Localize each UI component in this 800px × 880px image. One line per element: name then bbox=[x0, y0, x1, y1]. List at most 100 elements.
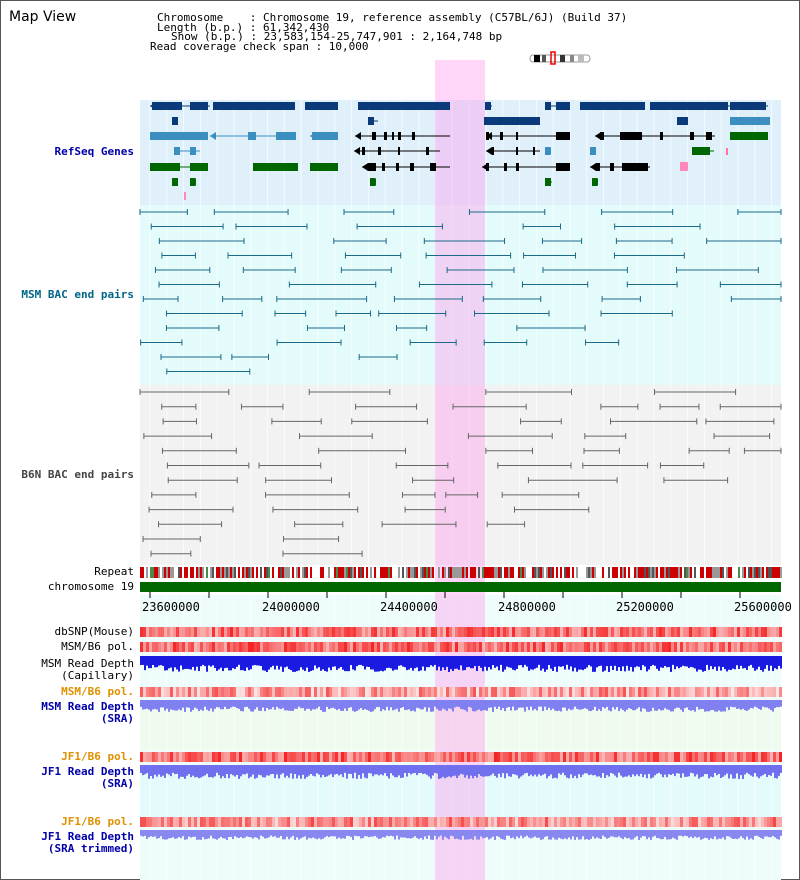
heat-cell bbox=[185, 817, 188, 827]
heat-cell bbox=[722, 627, 725, 637]
depth-bar bbox=[172, 700, 174, 711]
repeat-mark bbox=[744, 567, 746, 578]
heat-cell bbox=[290, 627, 293, 637]
depth-bar bbox=[282, 830, 284, 840]
heat-cell bbox=[140, 642, 143, 652]
heat-cell bbox=[302, 627, 305, 637]
heat-cell bbox=[362, 752, 365, 762]
depth-bar bbox=[664, 765, 666, 775]
depth-bar bbox=[222, 830, 224, 839]
depth-bar bbox=[282, 656, 284, 672]
depth-bar bbox=[686, 700, 688, 708]
depth-bar bbox=[592, 656, 594, 672]
depth-bar bbox=[408, 656, 410, 670]
depth-bar bbox=[480, 656, 482, 668]
depth-bar bbox=[404, 765, 406, 773]
heat-cell bbox=[254, 627, 257, 637]
heat-cell bbox=[332, 642, 335, 652]
gene-exon bbox=[610, 163, 614, 171]
heat-cell bbox=[746, 817, 749, 827]
heat-cell bbox=[371, 687, 374, 697]
depth-bar bbox=[432, 765, 434, 776]
depth-bar bbox=[664, 656, 666, 667]
heat-cell bbox=[332, 752, 335, 762]
depth-bar bbox=[652, 765, 654, 778]
depth-bar bbox=[476, 765, 478, 778]
depth-bar bbox=[586, 830, 588, 839]
heat-cell bbox=[407, 627, 410, 637]
heat-cell bbox=[167, 642, 170, 652]
heat-cell bbox=[305, 687, 308, 697]
depth-bar bbox=[736, 656, 738, 666]
heat-cell bbox=[254, 752, 257, 762]
depth-bar bbox=[676, 656, 678, 667]
heat-cell bbox=[233, 687, 236, 697]
depth-bar bbox=[478, 765, 480, 775]
depth-bar bbox=[642, 830, 644, 836]
depth-bar bbox=[314, 700, 316, 710]
depth-bar bbox=[254, 656, 256, 666]
heat-cell bbox=[683, 817, 686, 827]
repeat-mark bbox=[628, 567, 630, 578]
heat-cell bbox=[353, 642, 356, 652]
depth-bar bbox=[482, 765, 484, 777]
heat-cell bbox=[686, 627, 689, 637]
heat-cell bbox=[674, 627, 677, 637]
depth-bar bbox=[700, 656, 702, 670]
depth-bar bbox=[718, 830, 720, 839]
depth-bar bbox=[678, 656, 680, 669]
depth-bar bbox=[544, 700, 546, 707]
heat-cell bbox=[218, 642, 221, 652]
track-label-refseq[interactable]: RefSeq Genes bbox=[54, 145, 134, 158]
heat-cell bbox=[254, 642, 257, 652]
depth-bar bbox=[200, 765, 202, 778]
depth-bar bbox=[560, 830, 562, 839]
gene-arrow bbox=[650, 102, 656, 110]
depth-bar bbox=[618, 765, 620, 773]
depth-bar bbox=[610, 656, 612, 666]
track-label-b6n-bac[interactable]: B6N BAC end pairs bbox=[21, 468, 134, 481]
heat-cell bbox=[560, 752, 563, 762]
depth-bar bbox=[664, 700, 666, 709]
depth-bar bbox=[290, 765, 292, 774]
depth-bar bbox=[676, 765, 678, 774]
depth-bar bbox=[208, 700, 210, 711]
depth-bar bbox=[308, 765, 310, 776]
depth-bar bbox=[160, 656, 162, 666]
depth-bar bbox=[566, 830, 568, 840]
heat-cell bbox=[143, 642, 146, 652]
heat-cell bbox=[224, 752, 227, 762]
heat-cell bbox=[314, 687, 317, 697]
heat-cell bbox=[743, 687, 746, 697]
repeat-mark bbox=[430, 567, 432, 578]
depth-bar bbox=[512, 656, 514, 670]
heat-cell bbox=[545, 817, 548, 827]
depth-bar bbox=[374, 656, 376, 672]
depth-bar bbox=[264, 656, 266, 671]
heat-cell bbox=[656, 642, 659, 652]
heat-cell bbox=[416, 627, 419, 637]
repeat-mark bbox=[718, 567, 720, 578]
gene-exon bbox=[430, 163, 436, 171]
depth-bar bbox=[362, 700, 364, 711]
depth-bar bbox=[434, 765, 436, 773]
heat-cell bbox=[452, 752, 455, 762]
gene-exon bbox=[596, 163, 600, 171]
depth-bar bbox=[774, 656, 776, 669]
heat-cell bbox=[695, 642, 698, 652]
depth-bar bbox=[380, 765, 382, 775]
heat-cell bbox=[188, 752, 191, 762]
track-label-msm-bac[interactable]: MSM BAC end pairs bbox=[21, 288, 134, 301]
heat-cell bbox=[467, 817, 470, 827]
depth-bar bbox=[554, 830, 556, 840]
depth-bar bbox=[616, 830, 618, 838]
depth-bar bbox=[314, 830, 316, 839]
depth-bar bbox=[300, 830, 302, 839]
heat-cell bbox=[677, 642, 680, 652]
depth-bar bbox=[358, 656, 360, 665]
depth-bar bbox=[654, 765, 656, 776]
depth-bar bbox=[670, 656, 672, 672]
gene-exon bbox=[730, 117, 770, 125]
depth-bar bbox=[594, 656, 596, 672]
